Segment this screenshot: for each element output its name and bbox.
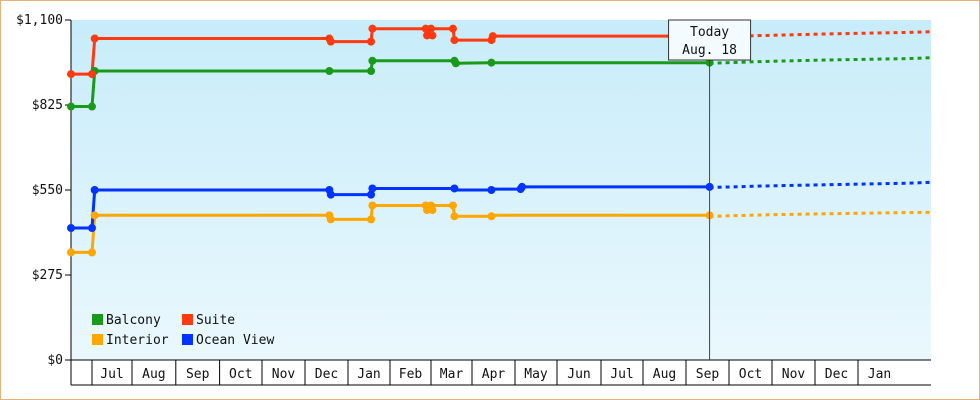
today-date: Aug. 18: [682, 43, 737, 58]
x-month-label: Nov: [782, 367, 806, 382]
data-point-suite: [326, 37, 335, 46]
data-point-ocean-view: [518, 182, 526, 191]
data-point-interior: [90, 211, 99, 220]
legend-swatch-interior: [92, 334, 103, 345]
data-point-interior: [88, 248, 96, 257]
x-month-label: Dec: [825, 367, 848, 382]
x-month-label: Jun: [567, 367, 590, 382]
today-box: [668, 19, 752, 61]
x-month-label: Sep: [186, 367, 210, 382]
x-month-label: May: [524, 367, 548, 382]
legend-swatch-balcony: [92, 314, 103, 325]
data-point-balcony: [325, 67, 334, 75]
x-month-label: Jan: [868, 367, 891, 382]
y-tick-label: $1,100: [16, 13, 63, 28]
x-month-label: Sep: [696, 367, 720, 382]
x-month-label: Apr: [482, 367, 506, 382]
legend-label-suite: Suite: [196, 313, 235, 328]
x-month-label: Dec: [315, 367, 338, 382]
data-point-balcony: [451, 59, 460, 68]
legend-label-ocean-view: Ocean View: [196, 333, 274, 348]
data-point-interior: [450, 212, 459, 221]
data-point-interior: [367, 215, 376, 224]
x-month-label: Aug: [142, 367, 165, 382]
data-point-ocean-view: [88, 224, 96, 233]
y-tick-label: $550: [32, 183, 63, 198]
data-point-suite: [88, 70, 96, 79]
x-month-label: Jul: [100, 367, 123, 382]
legend-label-interior: Interior: [106, 333, 169, 348]
data-point-balcony: [67, 102, 75, 111]
data-point-suite: [488, 32, 497, 41]
series-forecast-ocean-view: [709, 180, 932, 189]
x-month-label: Mar: [440, 367, 464, 382]
data-point-interior: [326, 215, 335, 224]
x-month-label: Jul: [610, 367, 633, 382]
series-forecast-interior: [709, 210, 932, 218]
data-point-suite: [428, 31, 437, 40]
legend-swatch-suite: [182, 314, 193, 325]
data-point-suite: [448, 24, 457, 33]
y-tick-label: $0: [47, 353, 63, 368]
y-tick-label: $825: [32, 98, 63, 113]
data-point-ocean-view: [487, 186, 496, 194]
legend-label-balcony: Balcony: [106, 313, 161, 328]
x-month-label: Jan: [357, 367, 380, 382]
data-point-interior: [368, 201, 377, 210]
data-point-balcony: [367, 67, 376, 75]
data-point-suite: [67, 70, 75, 79]
y-tick-label: $275: [32, 268, 63, 283]
data-point-suite: [367, 37, 376, 46]
series-forecast-balcony: [709, 56, 932, 65]
x-month-label: Oct: [229, 367, 252, 382]
x-month-label: Oct: [739, 367, 762, 382]
data-point-suite: [450, 36, 459, 45]
data-point-ocean-view: [367, 190, 376, 199]
data-point-balcony: [487, 58, 496, 67]
data-point-ocean-view: [326, 190, 335, 199]
series-line-ocean-view: [71, 185, 710, 230]
data-point-balcony: [368, 56, 377, 65]
x-month-label: Aug: [653, 367, 676, 382]
legend: Balcony Suite Interior Ocean View: [92, 313, 274, 348]
data-point-suite: [90, 34, 99, 43]
today-label: Today: [690, 25, 729, 40]
legend-swatch-ocean-view: [182, 334, 193, 345]
data-point-suite: [427, 24, 435, 33]
data-point-suite: [368, 24, 377, 33]
data-point-interior: [448, 201, 457, 210]
x-month-label: Feb: [399, 367, 423, 382]
data-point-balcony: [88, 102, 96, 111]
data-point-interior: [67, 248, 75, 257]
data-point-ocean-view: [67, 224, 75, 233]
x-axis: Jul Aug Sep Oct Nov Dec Jan Feb Mar Apr May Jun Jul A…: [70, 359, 931, 386]
data-point-ocean-view: [450, 184, 459, 193]
data-point-ocean-view: [368, 184, 377, 193]
data-point-ocean-view: [90, 186, 99, 194]
today-marker: Today Aug. 18: [668, 19, 752, 360]
x-month-label: Nov: [272, 367, 296, 382]
data-point-interior: [487, 212, 496, 221]
series-line-balcony: [71, 59, 710, 108]
data-point-interior: [428, 206, 437, 215]
y-axis: $0 $275 $550 $825 $1,100: [16, 13, 72, 368]
